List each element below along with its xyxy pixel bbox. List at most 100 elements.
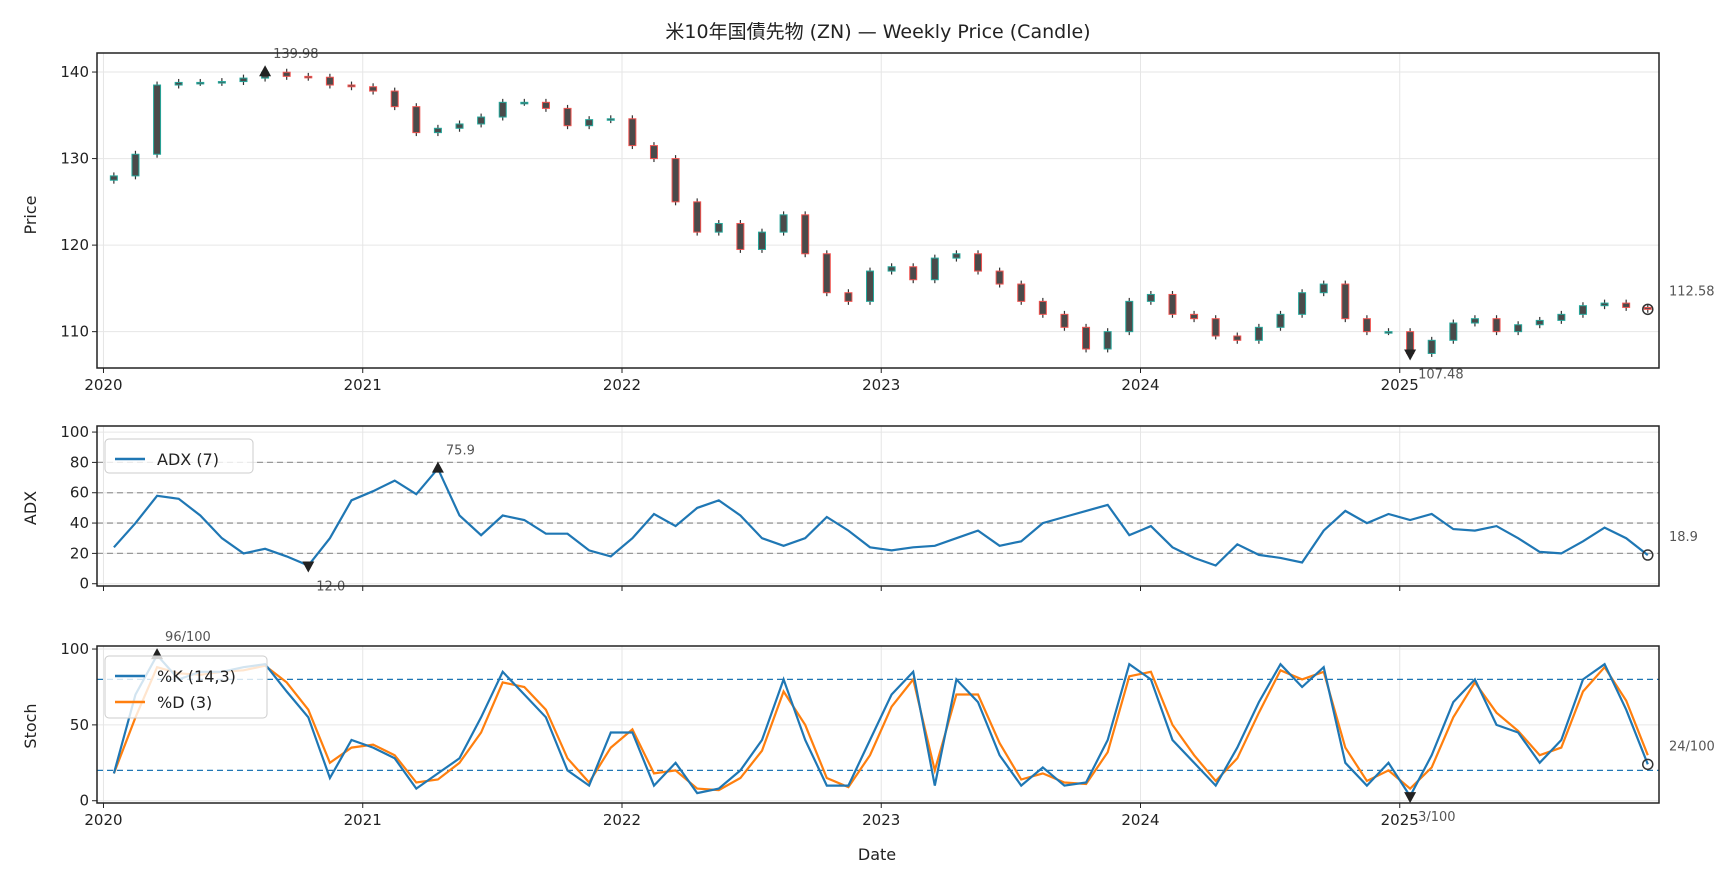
panel-price: 2020 2021 2022 2023 2024 2025 110 120 130 140 139.… — [60, 47, 1714, 394]
legend-label: %D (3) — [157, 693, 212, 712]
candle — [304, 75, 313, 79]
candle — [1362, 318, 1371, 333]
candle — [1514, 324, 1523, 333]
candle — [153, 84, 162, 155]
candle — [1190, 313, 1199, 320]
candle — [1449, 322, 1458, 341]
candle — [369, 86, 378, 92]
candle — [887, 266, 896, 272]
candle — [1060, 313, 1069, 328]
candle — [217, 81, 226, 84]
stoch-ylabel: Stoch — [21, 703, 40, 748]
candle — [736, 222, 745, 250]
candle — [325, 76, 334, 86]
y-tick-label: 100 — [60, 423, 89, 441]
adx-ylabel: ADX — [21, 491, 40, 525]
candle — [520, 101, 529, 105]
candle — [1254, 326, 1263, 341]
axes-frame — [96, 425, 1660, 587]
candle — [390, 90, 399, 108]
candle — [866, 270, 875, 302]
min-marker-icon — [1404, 349, 1417, 361]
max-marker-icon — [259, 65, 272, 77]
min-label: 107.48 — [1418, 367, 1464, 382]
candle — [952, 253, 961, 259]
panel-stoch: 2020 2021 2022 2023 2024 2025 0 50 100 96/100 3/10… — [60, 630, 1714, 829]
x-tick-label: 2020 — [84, 811, 122, 829]
legend-box — [104, 655, 268, 719]
candle — [1125, 300, 1134, 333]
candle — [282, 71, 291, 77]
legend: ADX (7) — [104, 438, 254, 474]
candle — [1038, 300, 1047, 315]
chart-title: 米10年国債先物 (ZN) — Weekly Price (Candle) — [665, 21, 1090, 43]
candle — [541, 101, 550, 109]
candle — [1233, 335, 1242, 341]
candle — [1276, 313, 1285, 328]
x-tick-label: 2021 — [344, 811, 382, 829]
candle — [1470, 318, 1479, 324]
last-value-label: 24/100 — [1669, 739, 1715, 754]
candle — [844, 292, 853, 302]
candle — [1017, 283, 1026, 302]
legend: %K (14,3) %D (3) — [104, 655, 268, 719]
max-label: 139.98 — [273, 47, 319, 62]
legend-box — [104, 438, 254, 474]
candle — [196, 81, 205, 85]
y-tick-label: 60 — [70, 484, 89, 502]
x-tick-label: 2020 — [84, 376, 122, 394]
candle — [1319, 283, 1328, 294]
x-tick-label: 2021 — [344, 376, 382, 394]
candle — [131, 153, 140, 177]
candle — [347, 84, 356, 88]
candle — [1600, 302, 1609, 307]
last-value-label: 112.58 — [1669, 284, 1715, 299]
max-label: 75.9 — [446, 444, 475, 459]
candle — [1168, 293, 1177, 315]
last-value-marker-icon — [1642, 549, 1654, 561]
candle — [1492, 318, 1501, 333]
max-marker-icon — [431, 461, 444, 473]
candle — [930, 257, 939, 281]
y-tick-label: 0 — [79, 792, 89, 810]
candle — [239, 77, 248, 83]
candle — [606, 118, 615, 121]
y-tick-label: 20 — [70, 544, 89, 562]
candle — [822, 253, 831, 294]
x-tick-label: 2023 — [862, 376, 900, 394]
y-tick-label: 50 — [70, 716, 89, 734]
y-tick-label: 130 — [60, 150, 89, 168]
candle — [563, 107, 572, 127]
candle — [649, 145, 658, 160]
candle — [1384, 331, 1393, 334]
min-marker-icon — [302, 561, 315, 573]
last-value-marker-icon — [1642, 303, 1654, 316]
candle — [714, 222, 723, 233]
candle — [1298, 292, 1307, 315]
date-xlabel: Date — [858, 845, 896, 864]
candle — [174, 81, 183, 86]
last-value-marker-icon — [1642, 758, 1654, 771]
candle — [477, 116, 486, 125]
candle — [1211, 318, 1220, 337]
candle — [693, 201, 702, 233]
y-tick-label: 110 — [60, 323, 89, 341]
legend-label: ADX (7) — [157, 450, 219, 469]
axes-frame — [96, 52, 1660, 369]
y-tick-label: 120 — [60, 236, 89, 254]
legend-label: %K (14,3) — [157, 667, 236, 686]
candle — [1643, 306, 1652, 310]
candle — [628, 118, 637, 147]
candle — [1557, 313, 1566, 321]
candle — [585, 119, 594, 127]
candle — [1535, 319, 1544, 326]
candle — [1578, 305, 1587, 315]
candle — [909, 266, 918, 281]
min-label: 3/100 — [1418, 810, 1455, 825]
candle — [801, 214, 810, 255]
candle — [974, 253, 983, 272]
y-tick-label: 100 — [60, 640, 89, 658]
x-tick-label: 2024 — [1121, 376, 1159, 394]
min-label: 12.0 — [316, 580, 345, 595]
